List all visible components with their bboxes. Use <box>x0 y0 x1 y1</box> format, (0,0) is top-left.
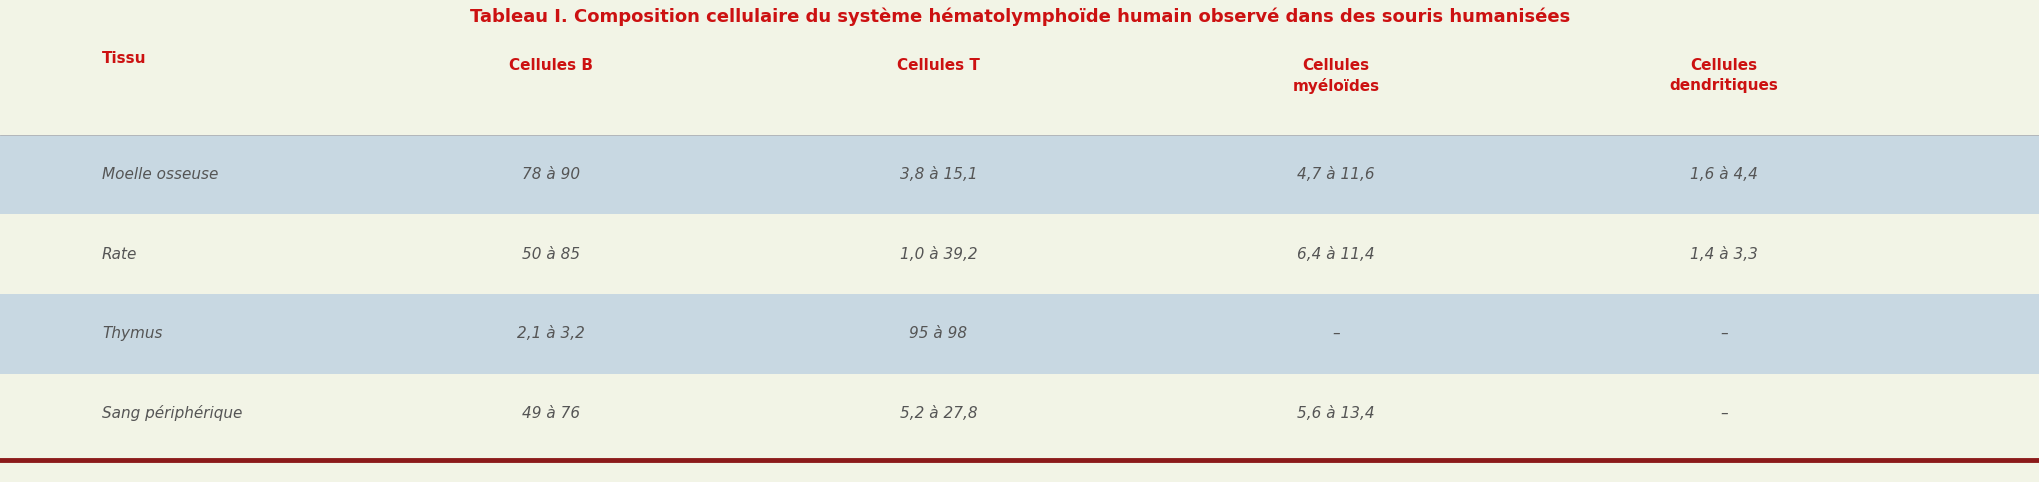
Text: Thymus: Thymus <box>102 326 163 341</box>
Text: 95 à 98: 95 à 98 <box>909 326 966 341</box>
Text: 4,7 à 11,6: 4,7 à 11,6 <box>1297 167 1374 182</box>
Text: 3,8 à 15,1: 3,8 à 15,1 <box>899 167 977 182</box>
Text: 78 à 90: 78 à 90 <box>522 167 579 182</box>
Text: 2,1 à 3,2: 2,1 à 3,2 <box>516 326 585 341</box>
Text: Rate: Rate <box>102 247 137 262</box>
Text: 5,6 à 13,4: 5,6 à 13,4 <box>1297 406 1374 421</box>
Bar <box>0 294 2039 374</box>
Bar <box>0 214 2039 294</box>
Text: Tissu: Tissu <box>102 51 147 66</box>
Text: 5,2 à 27,8: 5,2 à 27,8 <box>899 406 977 421</box>
Text: Cellules B: Cellules B <box>508 58 593 73</box>
Text: –: – <box>1331 326 1340 341</box>
Text: 1,6 à 4,4: 1,6 à 4,4 <box>1688 167 1758 182</box>
Text: Cellules
dendritiques: Cellules dendritiques <box>1668 58 1778 93</box>
Text: Moelle osseuse: Moelle osseuse <box>102 167 218 182</box>
Text: Cellules T: Cellules T <box>897 58 979 73</box>
Text: Tableau I. Composition cellulaire du système hématolymphoïde humain observé dans: Tableau I. Composition cellulaire du sys… <box>469 7 1570 26</box>
Text: Cellules
myéloïdes: Cellules myéloïdes <box>1293 58 1378 94</box>
Text: Sang périphérique: Sang périphérique <box>102 405 243 421</box>
Text: 1,0 à 39,2: 1,0 à 39,2 <box>899 247 977 262</box>
Text: –: – <box>1719 406 1727 421</box>
Text: 6,4 à 11,4: 6,4 à 11,4 <box>1297 247 1374 262</box>
Text: 1,4 à 3,3: 1,4 à 3,3 <box>1688 247 1758 262</box>
Text: –: – <box>1719 326 1727 341</box>
Text: 49 à 76: 49 à 76 <box>522 406 579 421</box>
Text: 50 à 85: 50 à 85 <box>522 247 579 262</box>
Bar <box>0 135 2039 214</box>
Bar <box>0 374 2039 453</box>
